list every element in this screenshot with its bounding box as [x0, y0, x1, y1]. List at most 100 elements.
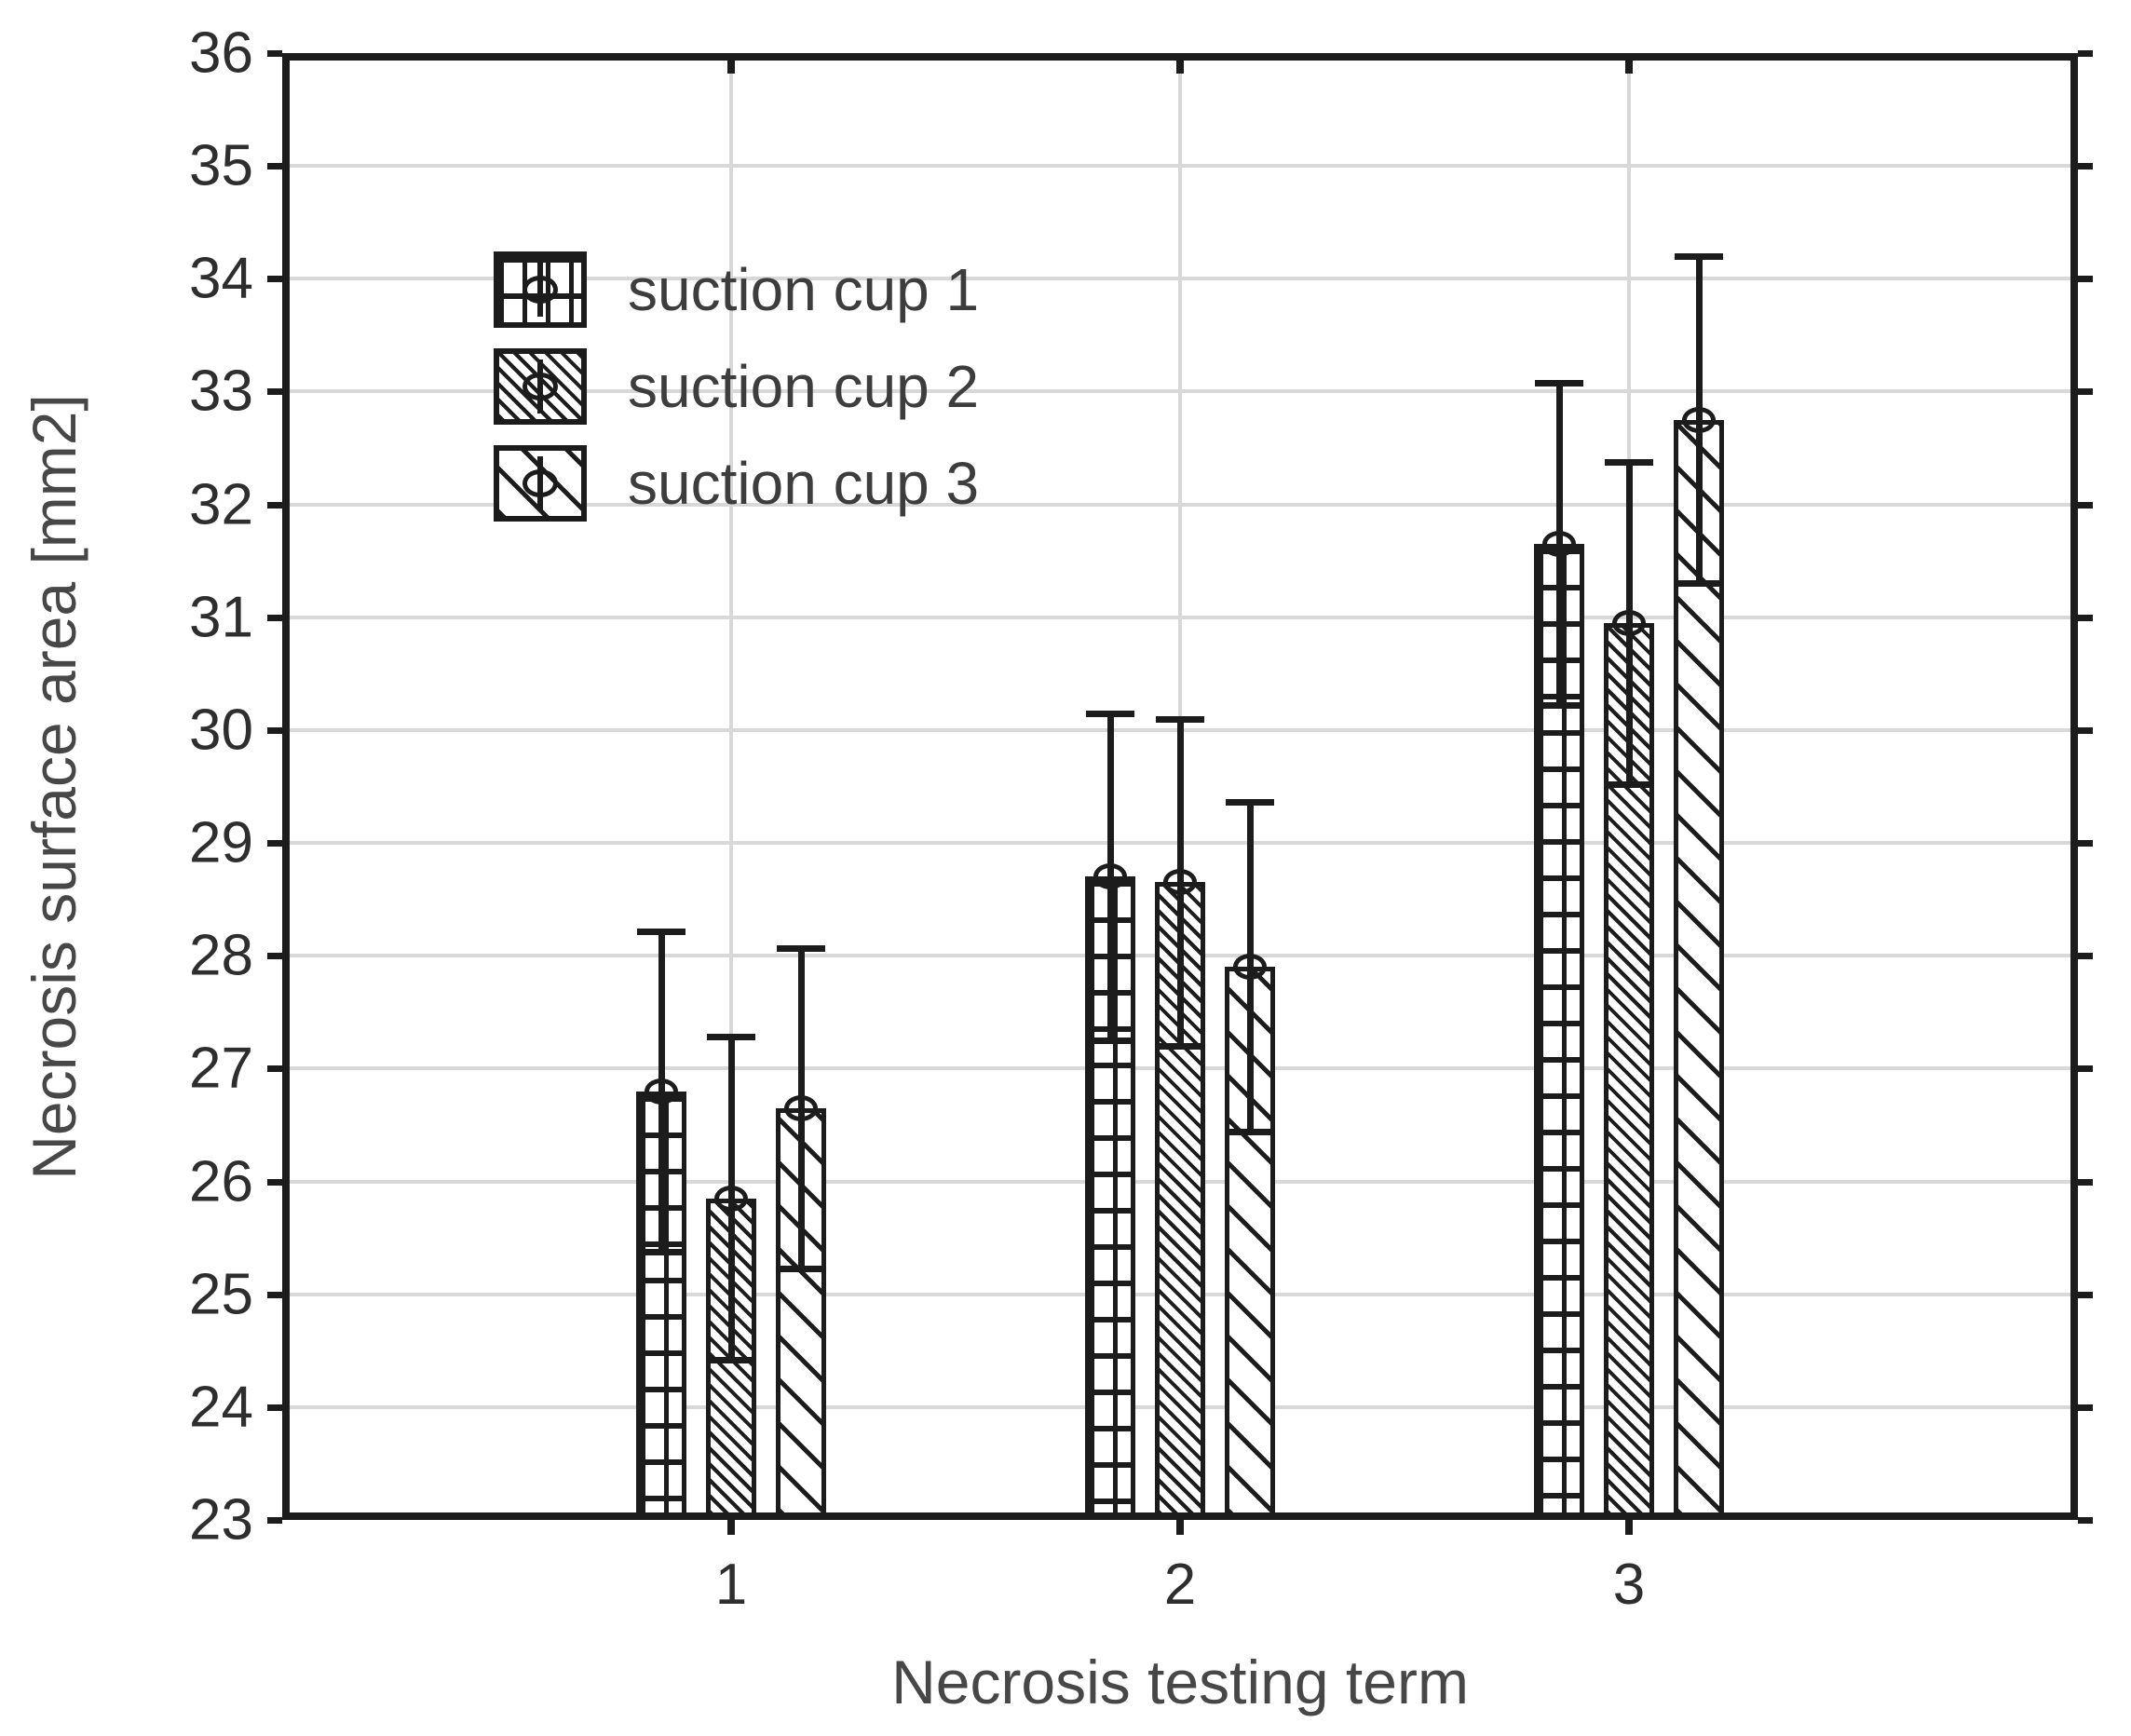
- y-tick-left: [267, 726, 282, 734]
- plot-frame-right: [2070, 53, 2078, 1520]
- legend-label: suction cup 3: [628, 450, 980, 517]
- y-tick-right: [2078, 276, 2093, 283]
- error-bar-upper-cap: [1086, 710, 1134, 717]
- error-bar-lower-cap: [1675, 580, 1723, 588]
- y-tick-label: 35: [189, 133, 253, 198]
- error-bar-upper-cap: [1605, 458, 1653, 466]
- y-tick-label: 31: [189, 585, 253, 650]
- error-bar-upper-cap: [637, 928, 685, 935]
- x-tick-bottom: [727, 1520, 735, 1535]
- error-bar-lower-cap: [1605, 781, 1653, 789]
- error-bar-lower-cap: [1535, 702, 1583, 710]
- y-tick-label: 28: [189, 923, 253, 988]
- error-bar-upper-cap: [1535, 379, 1583, 387]
- x-tick-top: [727, 61, 735, 74]
- y-tick-right: [2078, 1404, 2093, 1411]
- legend-swatch-grid-crosshatch-icon: [494, 251, 587, 328]
- mean-marker-icon: [1093, 863, 1127, 890]
- legend-circle-marker-icon: [523, 373, 558, 400]
- legend-circle-marker-icon: [523, 469, 558, 497]
- y-tick-right: [2078, 1178, 2093, 1186]
- y-tick-right: [2078, 1517, 2093, 1524]
- legend-label: suction cup 2: [628, 353, 980, 420]
- error-bar-lower-cap: [1226, 1129, 1274, 1136]
- legend-item: suction cup 3: [494, 445, 979, 522]
- y-tick-label: 36: [189, 20, 253, 86]
- error-bar-upper-cap: [1156, 715, 1204, 723]
- y-tick-left: [267, 50, 282, 57]
- y-tick-right: [2078, 1065, 2093, 1073]
- error-bar-lower-cap: [1156, 1043, 1204, 1051]
- y-tick-left: [267, 614, 282, 621]
- y-tick-left: [267, 953, 282, 960]
- legend-swatch-sparse-diagonal-icon: [494, 445, 587, 522]
- bar-suction-cup-1-term-3: [1534, 544, 1584, 1520]
- x-tick-bottom: [1625, 1520, 1633, 1535]
- y-tick-right: [2078, 726, 2093, 734]
- y-tick-label: 25: [189, 1262, 253, 1327]
- x-tick-label: 1: [714, 1553, 748, 1617]
- bar-suction-cup-1-term-2: [1085, 876, 1135, 1520]
- mean-marker-icon: [1163, 869, 1197, 896]
- error-bar-lower-cap: [1086, 1038, 1134, 1045]
- mean-marker-icon: [1682, 406, 1716, 433]
- plot-area: [267, 50, 2093, 1535]
- mean-marker-icon: [784, 1094, 818, 1121]
- error-bar-upper-cap: [1226, 799, 1274, 807]
- y-tick-right: [2078, 501, 2093, 509]
- y-tick-left: [267, 501, 282, 509]
- y-tick-right: [2078, 388, 2093, 396]
- legend-item: suction cup 1: [494, 251, 979, 328]
- mean-marker-icon: [1542, 531, 1576, 558]
- legend-label: suction cup 1: [628, 256, 980, 323]
- vertical-gridline: [729, 53, 733, 1520]
- plot-frame-left: [282, 53, 290, 1520]
- error-bar-upper-cap: [707, 1034, 755, 1041]
- bar-suction-cup-3-term-3: [1674, 419, 1724, 1520]
- y-tick-label: 27: [189, 1036, 253, 1101]
- y-tick-label: 26: [189, 1149, 253, 1214]
- y-tick-left: [267, 276, 282, 283]
- mean-marker-icon: [1612, 609, 1646, 636]
- mean-marker-icon: [645, 1078, 678, 1105]
- y-tick-right: [2078, 1291, 2093, 1298]
- x-tick-label: 3: [1612, 1553, 1646, 1617]
- plot-frame-top: [282, 53, 2078, 61]
- y-tick-label: 30: [189, 698, 253, 763]
- y-tick-left: [267, 840, 282, 848]
- y-tick-right: [2078, 50, 2093, 57]
- y-tick-left: [267, 1517, 282, 1524]
- y-tick-left: [267, 1404, 282, 1411]
- y-tick-left: [267, 388, 282, 396]
- legend-circle-marker-icon: [523, 276, 558, 304]
- x-tick-top: [1625, 61, 1633, 74]
- y-tick-left: [267, 1065, 282, 1073]
- y-tick-left: [267, 1178, 282, 1186]
- y-tick-right: [2078, 614, 2093, 621]
- legend-item: suction cup 2: [494, 348, 979, 425]
- x-tick-bottom: [1176, 1520, 1184, 1535]
- y-tick-label: 34: [189, 246, 253, 311]
- mean-marker-icon: [714, 1185, 748, 1212]
- error-bar-upper-cap: [777, 944, 825, 952]
- legend: suction cup 1 suction cup 2 suction cup 3: [494, 251, 979, 542]
- y-tick-label: 24: [189, 1375, 253, 1440]
- error-bar-upper-cap: [1675, 253, 1723, 261]
- y-tick-label: 29: [189, 810, 253, 875]
- plot-frame-bottom: [282, 1512, 2078, 1520]
- x-tick-top: [1176, 61, 1184, 74]
- error-bar-lower-cap: [777, 1265, 825, 1272]
- y-tick-label: 33: [189, 359, 253, 424]
- y-tick-right: [2078, 953, 2093, 960]
- x-axis-title: Necrosis testing term: [891, 1648, 1469, 1716]
- y-tick-right: [2078, 163, 2093, 170]
- y-tick-left: [267, 1291, 282, 1298]
- legend-swatch-dense-diagonal-icon: [494, 348, 587, 425]
- error-bar-lower-cap: [637, 1248, 685, 1255]
- error-bar-lower-cap: [707, 1356, 755, 1363]
- y-tick-label: 23: [189, 1487, 253, 1553]
- mean-marker-icon: [1233, 954, 1267, 981]
- y-tick-left: [267, 163, 282, 170]
- x-tick-label: 2: [1163, 1553, 1197, 1617]
